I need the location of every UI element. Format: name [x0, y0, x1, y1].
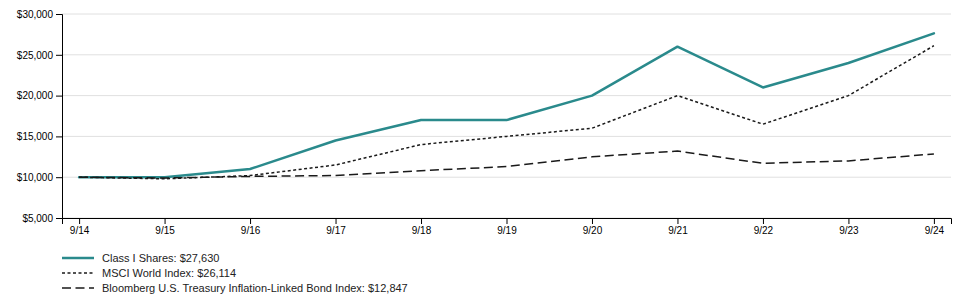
x-tick: 9/19: [497, 218, 517, 236]
y-tick: $15,000: [17, 131, 62, 142]
x-tick: 9/21: [668, 218, 688, 236]
legend-swatch: [62, 257, 94, 260]
y-tick-mark: [56, 177, 62, 178]
chart-svg: $5,000 $10,000 $15,000 $20,000 $25,000 $30,00…: [0, 0, 975, 304]
y-tick: $10,000: [17, 172, 62, 183]
y-axis: $5,000 $10,000 $15,000 $20,000 $25,000 $30,00…: [17, 9, 63, 224]
y-tick-mark: [56, 55, 62, 56]
x-tick-mark: [79, 218, 80, 224]
x-tick-label: 9/20: [583, 225, 603, 236]
x-tick-label: 9/22: [754, 225, 774, 236]
legend-label: Bloomberg U.S. Treasury Inflation-Linked…: [102, 282, 408, 294]
x-tick-mark: [421, 218, 422, 224]
y-tick: $5,000: [22, 213, 62, 224]
x-tick-label: 9/21: [668, 225, 688, 236]
y-tick-label: $30,000: [17, 9, 54, 20]
x-tick-label: 9/19: [497, 225, 517, 236]
x-tick: 9/20: [583, 218, 603, 236]
x-tick-label: 9/23: [839, 225, 859, 236]
chart-container: $5,000 $10,000 $15,000 $20,000 $25,000 $30,00…: [0, 0, 975, 304]
y-tick: $25,000: [17, 50, 62, 61]
x-tick-label: 9/16: [241, 225, 261, 236]
x-tick-mark: [336, 218, 337, 224]
series-line: [79, 46, 934, 179]
x-tick-label: 9/24: [925, 225, 945, 236]
plot-area: $5,000 $10,000 $15,000 $20,000 $25,000 $30,00…: [17, 9, 952, 236]
x-axis-line: [63, 219, 952, 225]
series-line: [79, 33, 934, 177]
x-tick-label: 9/15: [155, 225, 175, 236]
grid-line: [62, 95, 951, 96]
legend-item: MSCI World Index: $26,114: [62, 267, 236, 279]
x-tick-label: 9/14: [70, 225, 90, 236]
grid-line: [62, 14, 951, 15]
series-line: [79, 151, 934, 178]
y-tick-label: $5,000: [22, 213, 53, 224]
legend-label: Class I Shares: $27,630: [102, 252, 219, 264]
x-tick-label: 9/17: [326, 225, 346, 236]
y-tick-label: $15,000: [17, 131, 54, 142]
x-tick-mark: [165, 218, 166, 224]
y-tick: $20,000: [17, 90, 62, 101]
x-tick: 9/24: [925, 218, 945, 236]
x-tick-mark: [592, 218, 593, 224]
x-tick-mark: [848, 218, 849, 224]
x-tick: 9/17: [326, 218, 346, 236]
legend-swatch: [62, 287, 94, 289]
y-tick-label: $10,000: [17, 172, 54, 183]
x-tick-label: 9/18: [412, 225, 432, 236]
x-tick-mark: [934, 218, 935, 224]
x-tick: 9/15: [155, 218, 175, 236]
legend-item: Bloomberg U.S. Treasury Inflation-Linked…: [62, 282, 408, 294]
legend-swatch: [62, 272, 94, 274]
y-tick-mark: [56, 136, 62, 137]
x-tick: 9/14: [70, 218, 90, 236]
legend-label: MSCI World Index: $26,114: [102, 267, 236, 279]
x-tick-mark: [507, 218, 508, 224]
y-tick-label: $20,000: [17, 90, 54, 101]
y-tick-label: $25,000: [17, 50, 54, 61]
x-tick: 9/16: [241, 218, 261, 236]
x-axis: 9/14 9/15 9/16 9/17 9/18 9/19 9/20 9/21 9/22 9/23…: [63, 218, 952, 236]
x-tick-mark: [250, 218, 251, 224]
y-tick-mark: [56, 14, 62, 15]
x-tick: 9/18: [412, 218, 432, 236]
x-tick-mark: [763, 218, 764, 224]
x-tick-mark: [677, 218, 678, 224]
grid-line: [62, 54, 951, 55]
grid: [62, 14, 951, 218]
y-tick-mark: [56, 218, 62, 219]
y-tick: $30,000: [17, 9, 62, 20]
legend-item: Class I Shares: $27,630: [62, 252, 219, 264]
y-axis-line: [56, 15, 63, 219]
x-tick: 9/23: [839, 218, 859, 236]
lines: [79, 33, 934, 178]
legend: Class I Shares: $27,630 MSCI World Index:…: [62, 252, 408, 294]
x-tick: 9/22: [754, 218, 774, 236]
y-tick-mark: [56, 96, 62, 97]
